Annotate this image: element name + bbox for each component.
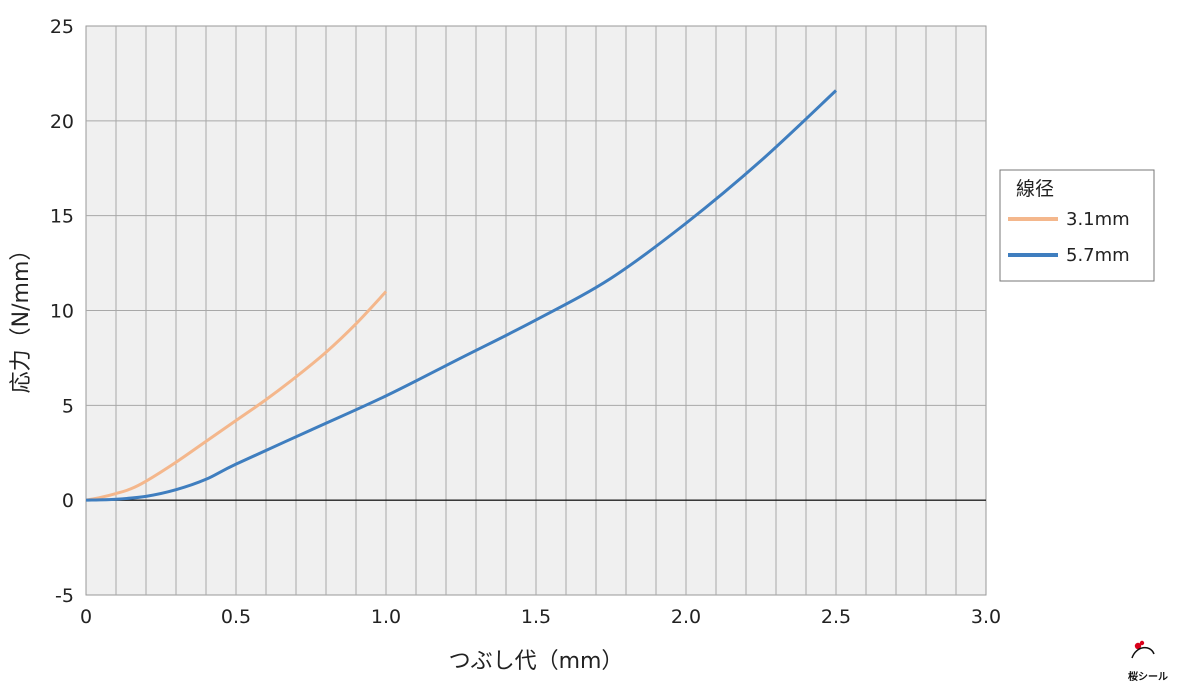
series-line-1 bbox=[85, 290, 388, 502]
y-tick-label: -5 bbox=[55, 585, 74, 607]
y-tick-label: 25 bbox=[50, 16, 74, 38]
x-axis-title: つぶし代（mm） bbox=[449, 649, 624, 674]
legend-label: 5.7mm bbox=[1066, 245, 1130, 266]
cherry-blossom-logo-icon bbox=[1131, 640, 1155, 659]
series-line-2 bbox=[85, 89, 838, 502]
y-tick-label: 15 bbox=[50, 206, 74, 228]
y-axis-ticks: -5 0 5 10 15 20 25 bbox=[50, 16, 74, 607]
x-tick-label: 2.0 bbox=[671, 606, 701, 628]
legend-box bbox=[999, 169, 1155, 282]
y-tick-label: 20 bbox=[50, 111, 74, 133]
legend-label: 3.1mm bbox=[1066, 209, 1130, 230]
y-axis-title: 応力（N/mm） bbox=[9, 239, 34, 394]
x-axis-ticks: 0 0.5 1.0 1.5 2.0 2.5 3.0 bbox=[80, 606, 1001, 628]
x-tick-label: 2.5 bbox=[821, 606, 851, 628]
legend: 線径 3.1mm 5.7mm bbox=[999, 169, 1155, 282]
x-tick-label: 3.0 bbox=[971, 606, 1001, 628]
x-tick-label: 0 bbox=[80, 606, 92, 628]
legend-items: 3.1mm 5.7mm bbox=[1008, 209, 1130, 266]
legend-title: 線径 bbox=[1016, 178, 1054, 200]
y-tick-label: 5 bbox=[62, 395, 74, 417]
y-tick-label: 0 bbox=[62, 490, 74, 512]
logo: 桜シール bbox=[1128, 640, 1168, 683]
series-lines bbox=[85, 89, 838, 502]
x-tick-label: 1.5 bbox=[521, 606, 551, 628]
logo-text: 桜シール bbox=[1128, 670, 1168, 683]
x-tick-label: 0.5 bbox=[221, 606, 251, 628]
x-tick-label: 1.0 bbox=[371, 606, 401, 628]
y-tick-label: 10 bbox=[50, 301, 74, 323]
